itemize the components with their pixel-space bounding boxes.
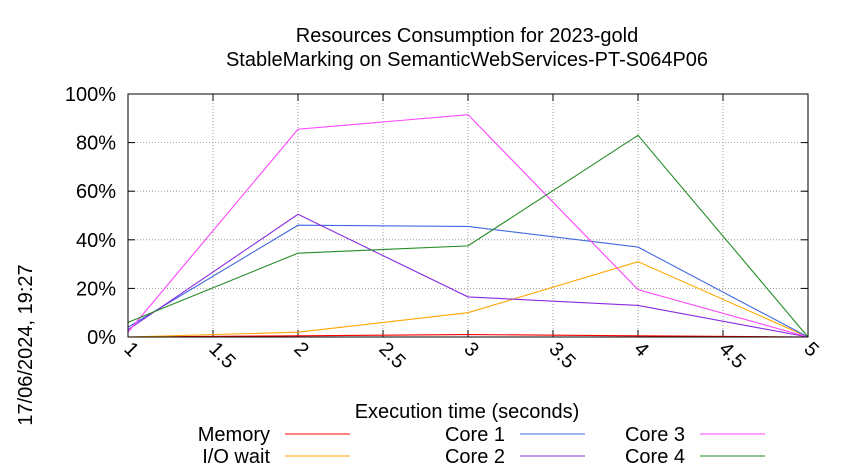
plot-frame: [127, 93, 809, 338]
x-tick-label: 4: [629, 338, 652, 361]
series-lines: [127, 114, 809, 338]
series-line-core-1: [127, 224, 809, 338]
y-tick-label: 20%: [76, 278, 116, 300]
x-tick-label: 5: [799, 338, 822, 361]
series-line-i-o-wait: [127, 261, 809, 338]
x-tick-label: 1: [119, 338, 142, 361]
legend-label-i-o-wait: I/O wait: [202, 446, 270, 468]
legend-label-core-4: Core 4: [625, 446, 685, 468]
legend-label-core-3: Core 3: [625, 424, 685, 446]
legend-label-memory: Memory: [198, 424, 270, 446]
x-tick-label: 2: [289, 338, 312, 361]
x-tick-label: 3: [459, 338, 482, 361]
x-tick-label: 3.5: [544, 338, 579, 373]
x-axis-label: Execution time (seconds): [355, 401, 580, 423]
x-axis-ticks: 1 1.5 2 2.5 3 3.5 4 4.5 5: [119, 94, 823, 373]
chart-title-line2: StableMarking on SemanticWebServices-PT-…: [226, 49, 708, 71]
series-line-core-4: [127, 134, 809, 338]
timestamp: 17/06/2024, 19:27: [15, 264, 37, 425]
y-tick-label: 0%: [87, 327, 116, 349]
x-tick-label: 4.5: [714, 338, 749, 373]
series-line-memory: [127, 334, 809, 338]
y-tick-label: 60%: [76, 181, 116, 203]
legend-label-core-2: Core 2: [445, 446, 505, 468]
chart-title-line1: Resources Consumption for 2023-gold: [296, 25, 638, 47]
series-line-core-3: [127, 114, 809, 338]
y-tick-label: 80%: [76, 133, 116, 155]
x-tick-label: 2.5: [374, 338, 409, 373]
y-tick-label: 40%: [76, 230, 116, 252]
y-tick-label: 100%: [65, 84, 116, 106]
series-line-core-2: [127, 213, 809, 338]
grid-lines: [128, 94, 808, 337]
legend-label-core-1: Core 1: [445, 424, 505, 446]
y-axis-ticks: 0% 20% 40% 60% 80% 100%: [65, 84, 808, 349]
x-tick-label: 1.5: [204, 338, 239, 373]
